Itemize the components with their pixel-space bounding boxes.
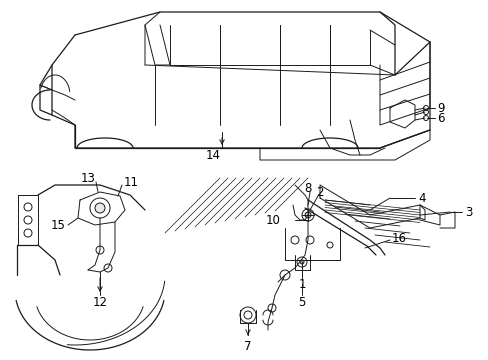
Text: 14: 14 [205, 149, 220, 162]
Text: 1: 1 [298, 278, 305, 291]
Text: 10: 10 [265, 213, 280, 226]
Text: 6: 6 [436, 112, 444, 125]
Circle shape [299, 260, 304, 264]
Text: 7: 7 [244, 339, 251, 352]
Text: 13: 13 [81, 171, 95, 185]
Text: 9: 9 [436, 102, 444, 114]
Text: 2: 2 [316, 185, 323, 198]
Text: 12: 12 [92, 296, 107, 309]
Text: 8: 8 [304, 181, 311, 194]
Text: 15: 15 [50, 219, 65, 231]
Text: 3: 3 [464, 206, 471, 219]
Text: 16: 16 [391, 231, 406, 244]
Circle shape [95, 203, 105, 213]
Text: 4: 4 [417, 192, 425, 204]
Circle shape [305, 212, 310, 218]
Text: 11: 11 [124, 176, 139, 189]
Text: 5: 5 [298, 296, 305, 309]
